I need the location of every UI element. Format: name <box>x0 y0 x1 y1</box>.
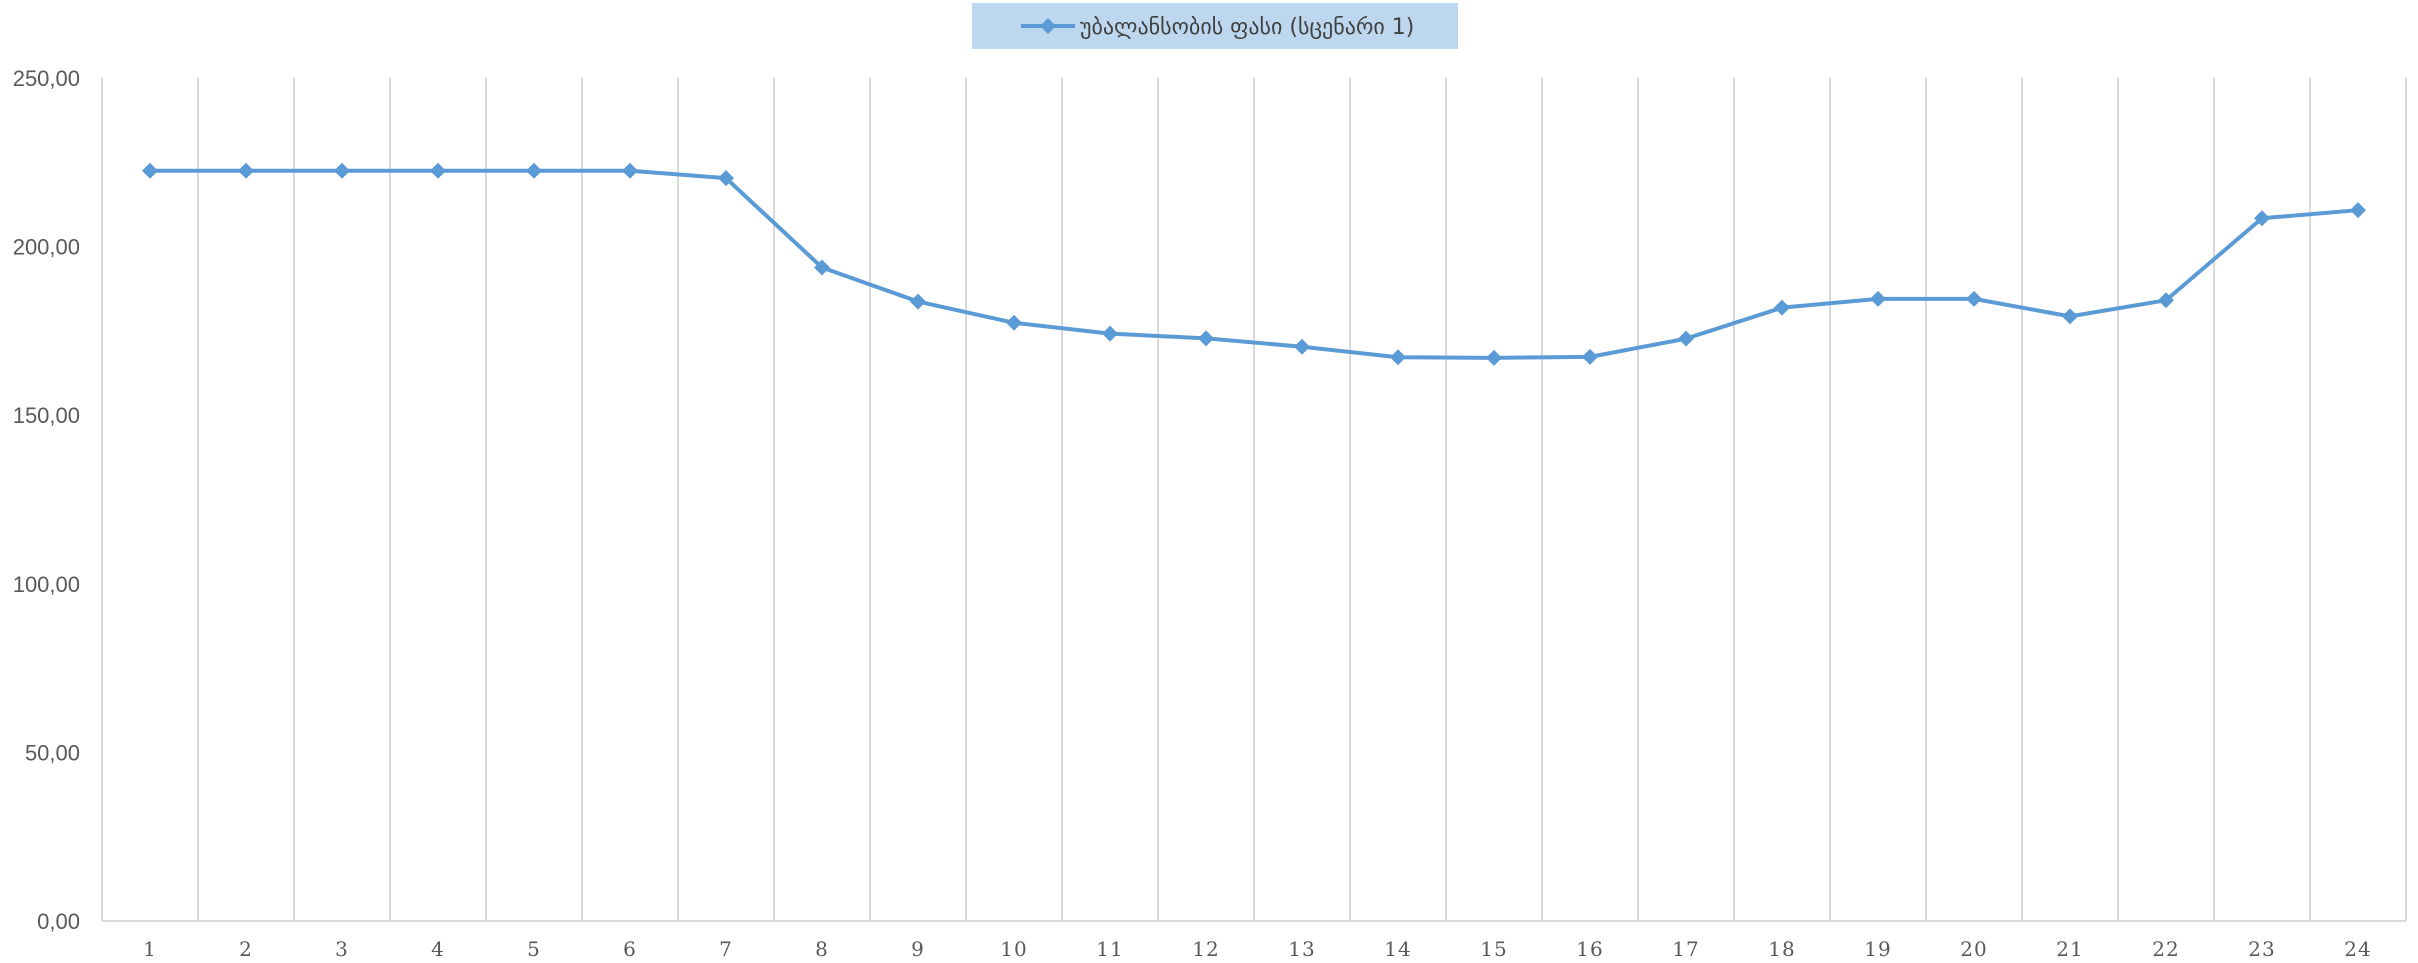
x-tick-label: 19 <box>1864 937 1891 961</box>
data-point-marker <box>910 293 926 310</box>
x-tick-label: 18 <box>1768 937 1795 961</box>
data-point-marker <box>238 162 254 179</box>
data-point-marker <box>1582 348 1598 365</box>
x-tick-label: 6 <box>623 937 637 961</box>
x-axis-tick-labels: 1 2 3 4 5 6 7 8 9 10 11 12 13 14 15 16 17 18 19 20 21 22 23 24 <box>143 937 2371 961</box>
legend-series-label: უბალანსობის ფასი (სცენარი 1) <box>1080 15 1414 40</box>
x-tick-label: 23 <box>2248 937 2275 961</box>
data-point-marker <box>1294 338 1310 355</box>
x-tick-label: 3 <box>335 937 349 961</box>
x-tick-label: 5 <box>527 937 541 961</box>
x-tick-label: 10 <box>1000 937 1027 961</box>
data-point-marker <box>2062 308 2078 325</box>
data-point-marker <box>1678 330 1694 347</box>
x-tick-label: 13 <box>1288 937 1315 961</box>
data-point-marker <box>1102 325 1118 342</box>
data-point-marker <box>1870 290 1886 307</box>
x-tick-label: 15 <box>1480 937 1507 961</box>
x-tick-label: 17 <box>1672 937 1699 961</box>
data-point-marker <box>2254 210 2270 227</box>
x-tick-label: 20 <box>1960 937 1987 961</box>
y-tick-label: 0,00 <box>37 909 80 934</box>
x-tick-label: 4 <box>431 937 445 961</box>
x-tick-label: 8 <box>815 937 829 961</box>
x-tick-label: 9 <box>911 937 925 961</box>
x-tick-label: 1 <box>143 937 157 961</box>
x-tick-label: 21 <box>2056 937 2083 961</box>
data-point-marker <box>622 162 638 179</box>
data-point-marker <box>1390 349 1406 366</box>
data-point-marker <box>718 170 734 187</box>
x-tick-label: 24 <box>2344 937 2371 961</box>
x-tick-label: 14 <box>1384 937 1411 961</box>
legend-marker-diamond-icon <box>1040 18 1056 34</box>
y-tick-label: 200,00 <box>13 235 80 260</box>
y-axis-tick-labels: 0,00 50,00 100,00 150,00 200,00 250,00 <box>13 66 80 934</box>
data-point-marker <box>2350 202 2366 219</box>
x-tick-label: 16 <box>1576 937 1603 961</box>
series-line <box>150 168 2359 360</box>
y-tick-label: 100,00 <box>13 572 80 597</box>
data-point-marker <box>142 162 158 179</box>
data-point-marker <box>1966 290 1982 307</box>
series-layer <box>142 162 2366 366</box>
y-tick-label: 150,00 <box>13 403 80 428</box>
vertical-gridlines <box>101 78 2407 921</box>
y-tick-label: 50,00 <box>25 740 80 765</box>
x-tick-label: 11 <box>1096 937 1123 961</box>
data-point-marker <box>1198 330 1214 347</box>
data-point-marker <box>334 162 350 179</box>
data-point-marker <box>814 259 830 276</box>
x-tick-label: 7 <box>719 937 733 961</box>
legend[interactable]: უბალანსობის ფასი (სცენარი 1) <box>972 3 1458 49</box>
data-point-marker <box>2158 292 2174 309</box>
x-tick-label: 2 <box>239 937 253 961</box>
x-tick-label: 12 <box>1192 937 1219 961</box>
data-point-marker <box>1486 349 1502 366</box>
data-point-marker <box>1006 314 1022 331</box>
data-point-marker <box>526 162 542 179</box>
data-point-marker <box>1774 299 1790 316</box>
data-point-marker <box>430 162 446 179</box>
x-tick-label: 22 <box>2152 937 2179 961</box>
y-tick-label: 250,00 <box>13 66 80 91</box>
